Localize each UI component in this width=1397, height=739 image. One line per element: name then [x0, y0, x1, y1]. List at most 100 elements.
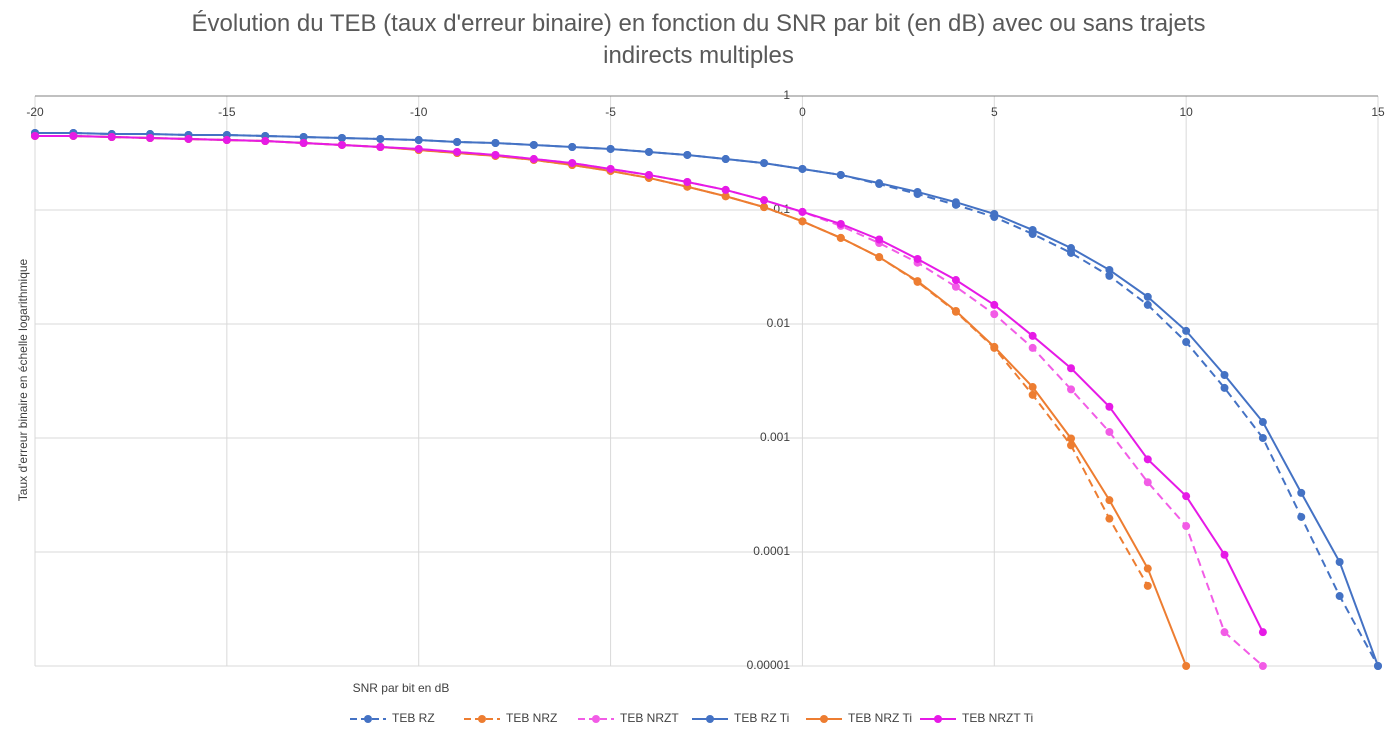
- data-point: [1258, 418, 1267, 427]
- data-point: [760, 159, 769, 168]
- data-point: [376, 142, 385, 151]
- data-point: [760, 196, 769, 205]
- data-point: [798, 164, 807, 173]
- data-point: [1028, 225, 1037, 234]
- data-point: [913, 277, 922, 286]
- data-point: [1028, 343, 1037, 352]
- data-point: [875, 253, 884, 262]
- data-point: [1258, 662, 1267, 670]
- data-point: [31, 131, 39, 140]
- y-tick-label: 0.001: [760, 430, 790, 444]
- chart-title: Évolution du TEB (taux d'erreur binaire)…: [191, 10, 1206, 69]
- y-tick-label: 0.0001: [753, 544, 790, 558]
- data-point: [1258, 434, 1267, 442]
- data-point: [1182, 338, 1191, 347]
- data-point: [1143, 455, 1152, 464]
- data-point: [990, 209, 999, 218]
- data-point: [1105, 496, 1114, 505]
- data-point: [913, 187, 922, 196]
- data-point: [1182, 492, 1191, 501]
- x-tick-label: -20: [26, 105, 44, 119]
- data-point: [1067, 364, 1076, 373]
- data-point: [951, 276, 960, 285]
- data-point: [1105, 427, 1114, 436]
- x-tick-label: 0: [799, 105, 806, 119]
- x-tick-label: -15: [218, 105, 236, 119]
- data-point: [299, 139, 308, 148]
- legend-marker: [934, 715, 942, 723]
- data-point: [875, 235, 884, 244]
- data-point: [491, 139, 500, 148]
- legend-label: TEB NRZ: [506, 711, 557, 725]
- data-point: [1335, 558, 1344, 567]
- y-tick-label: 0.01: [767, 316, 791, 330]
- data-point: [1105, 514, 1114, 523]
- data-point: [644, 170, 653, 179]
- data-point: [1067, 244, 1076, 253]
- y-tick-label: 0.00001: [747, 658, 791, 672]
- data-point: [222, 136, 231, 145]
- y-axis-label: Taux d'erreur binaire en échelle logarit…: [16, 258, 30, 501]
- data-point: [1182, 326, 1191, 335]
- data-point: [1335, 592, 1344, 601]
- data-point: [1028, 390, 1037, 399]
- data-point: [951, 282, 960, 291]
- data-point: [798, 217, 807, 226]
- data-point: [1182, 522, 1191, 531]
- data-point: [683, 178, 692, 187]
- data-point: [990, 342, 999, 351]
- data-point: [875, 179, 884, 188]
- data-point: [1374, 662, 1382, 670]
- data-point: [798, 207, 807, 216]
- data-point: [337, 134, 346, 143]
- x-axis-label: SNR par bit en dB: [353, 681, 450, 695]
- data-point: [644, 147, 653, 156]
- legend-marker: [478, 715, 486, 723]
- legend-marker: [820, 715, 828, 723]
- data-point: [990, 310, 999, 319]
- data-point: [69, 131, 78, 140]
- data-point: [1105, 271, 1114, 280]
- data-point: [1143, 581, 1152, 590]
- data-point: [951, 307, 960, 316]
- data-point: [568, 159, 577, 168]
- data-point: [1297, 512, 1306, 521]
- series-line: [35, 131, 1379, 667]
- x-tick-label: 10: [1179, 105, 1193, 119]
- data-point: [1067, 434, 1076, 443]
- legend-label: TEB NRZT Ti: [962, 711, 1033, 725]
- data-point: [529, 140, 538, 149]
- data-point: [836, 170, 845, 179]
- data-point: [107, 132, 116, 141]
- data-point: [184, 134, 193, 143]
- data-point: [1220, 550, 1229, 559]
- data-point: [453, 137, 462, 146]
- data-point: [1143, 564, 1152, 573]
- data-point: [491, 150, 500, 159]
- data-point: [913, 254, 922, 263]
- data-point: [760, 203, 769, 212]
- legend-label: TEB NRZ Ti: [848, 711, 912, 725]
- legend-label: TEB RZ: [392, 711, 435, 725]
- data-point: [1220, 383, 1229, 392]
- data-point: [721, 155, 730, 164]
- y-tick-label: 1: [783, 88, 790, 102]
- data-point: [606, 164, 615, 173]
- data-point: [414, 136, 423, 145]
- series-line: [35, 131, 1379, 667]
- x-tick-label: -5: [605, 105, 616, 119]
- data-point: [1143, 292, 1152, 301]
- x-tick-label: 5: [991, 105, 998, 119]
- series-line: [35, 134, 1149, 587]
- data-point: [606, 144, 615, 153]
- data-point: [453, 147, 462, 156]
- data-point: [1028, 383, 1037, 392]
- data-point: [990, 300, 999, 309]
- data-point: [951, 198, 960, 207]
- data-point: [1067, 385, 1076, 394]
- data-point: [1105, 265, 1114, 274]
- data-point: [1297, 488, 1306, 497]
- data-point: [414, 144, 423, 153]
- data-point: [721, 185, 730, 194]
